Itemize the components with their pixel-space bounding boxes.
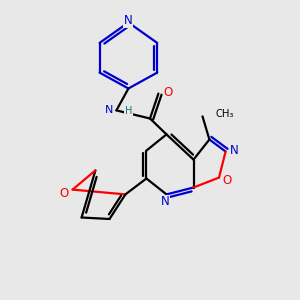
Text: O: O — [59, 187, 68, 200]
Text: N: N — [105, 105, 113, 116]
Text: H: H — [125, 106, 132, 116]
Text: O: O — [164, 85, 172, 99]
Text: N: N — [230, 143, 239, 157]
Text: N: N — [124, 14, 133, 27]
Text: N: N — [160, 195, 169, 208]
Text: CH₃: CH₃ — [216, 109, 234, 119]
Text: O: O — [223, 173, 232, 187]
